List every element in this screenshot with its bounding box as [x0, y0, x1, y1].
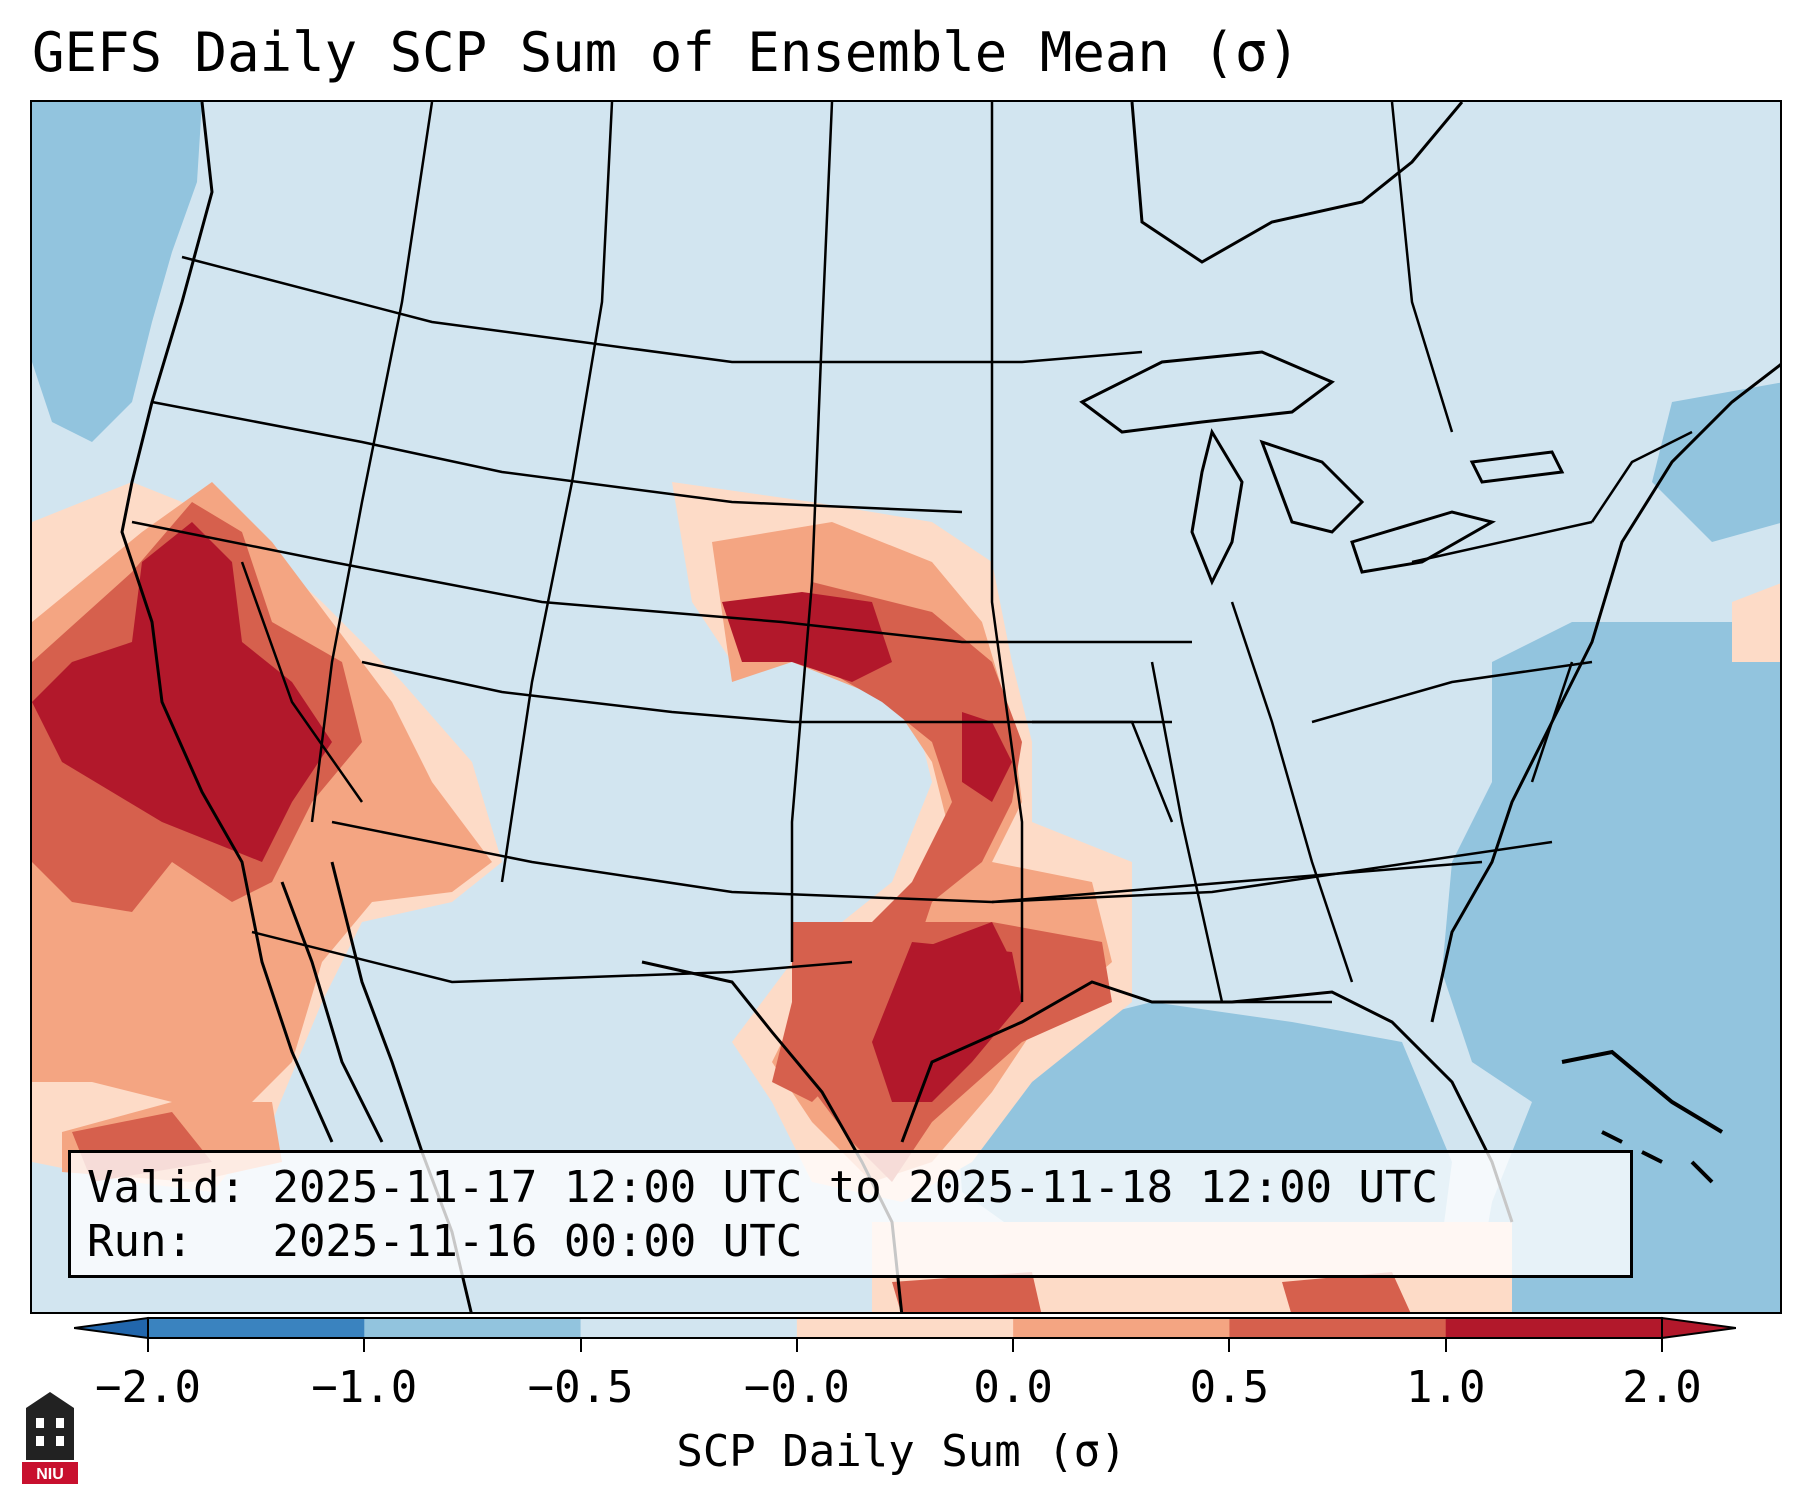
- valid-range: 2025-11-17 12:00 UTC to 2025-11-18 12:00…: [272, 1162, 1439, 1213]
- colorbar-tick-label: 1.0: [1405, 1362, 1486, 1413]
- colorbar-tick: [579, 1338, 582, 1352]
- chart-title: GEFS Daily SCP Sum of Ensemble Mean (σ): [32, 21, 1300, 84]
- colorbar-title: SCP Daily Sum (σ): [676, 1426, 1127, 1477]
- colorbar-segment: [148, 1318, 365, 1338]
- colorbar-extend-high: [1661, 1316, 1736, 1340]
- colorbar-tick-label: −2.0: [95, 1362, 201, 1413]
- map-panel: [30, 100, 1782, 1314]
- colorbar-tick: [147, 1338, 149, 1352]
- colorbar-extend-low: [74, 1316, 149, 1340]
- caribbean-islands: [1561, 1049, 1724, 1184]
- colorbar-segments: [148, 1318, 1663, 1338]
- colorbar-tick: [1012, 1338, 1015, 1352]
- colorbar-tick: [1444, 1338, 1447, 1352]
- niu-logo: NIU: [22, 1392, 78, 1484]
- valid-time-box: Valid: 2025-11-17 12:00 UTC to 2025-11-1…: [68, 1150, 1633, 1278]
- svg-text:NIU: NIU: [36, 1466, 64, 1483]
- colorbar-segment: [1445, 1318, 1663, 1338]
- colorbar-segment: [580, 1318, 798, 1338]
- colorbar-tick: [795, 1338, 798, 1352]
- colorbar-tick: [363, 1338, 366, 1352]
- colorbar-tick-label: −1.0: [311, 1362, 418, 1413]
- colorbar-tick: [1661, 1338, 1663, 1352]
- map-canvas: [32, 102, 1780, 1312]
- valid-label: Valid:: [87, 1162, 246, 1213]
- state-borders: [131, 102, 1693, 1004]
- colorbar-tick-label: 2.0: [1622, 1362, 1702, 1413]
- great-lakes: [1079, 350, 1565, 586]
- colorbar-tick-label: 0.5: [1189, 1362, 1270, 1413]
- colorbar-segment: [364, 1318, 582, 1338]
- colorbar-tick: [1228, 1338, 1231, 1352]
- colorbar-segment: [1229, 1318, 1447, 1338]
- colorbar-tick-label: −0.5: [527, 1362, 634, 1413]
- colorbar: [74, 1316, 1736, 1340]
- run-time: 2025-11-16 00:00 UTC: [272, 1216, 803, 1267]
- colorbar-segment: [1013, 1318, 1230, 1338]
- colorbar-tick-label: −0.0: [743, 1362, 850, 1413]
- colorbar-segment: [796, 1318, 1014, 1338]
- run-label: Run:: [87, 1216, 193, 1267]
- colorbar-tick-label: 0.0: [973, 1362, 1053, 1413]
- colorbar-border: [147, 1317, 1663, 1339]
